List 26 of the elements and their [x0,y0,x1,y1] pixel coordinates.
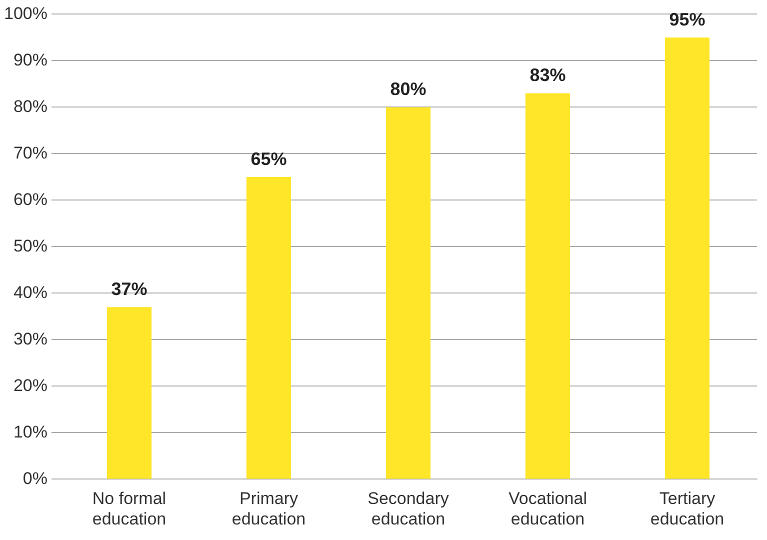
bar [246,176,292,479]
x-tick-label: Primary education [232,489,306,528]
data-label: 95% [669,9,706,30]
y-tick-label: 30% [13,329,48,348]
y-tick-label: 60% [13,190,48,209]
y-tick-label: 20% [13,376,48,395]
data-label: 83% [530,65,566,86]
y-tick-label: 10% [13,422,48,442]
x-tick-label: Tertiary education [650,489,724,528]
y-tick-label: 90% [13,50,48,70]
x-tick-label: No formal education [92,489,166,528]
bar [106,307,152,479]
y-tick-label: 0% [22,468,48,488]
data-label: 65% [250,148,287,169]
data-label: 80% [390,79,426,100]
y-tick-label: 50% [13,236,48,256]
y-tick-label: 100% [4,4,48,23]
y-tick-label: 70% [13,143,48,162]
y-tick-label: 80% [13,96,48,116]
bar [664,37,710,479]
bar [525,93,570,479]
y-tick-label: 40% [13,282,48,302]
x-tick-label: Vocational education [508,489,587,528]
x-tick-label: Secondary education [368,489,450,528]
data-label: 37% [111,279,148,300]
bar [386,107,431,479]
